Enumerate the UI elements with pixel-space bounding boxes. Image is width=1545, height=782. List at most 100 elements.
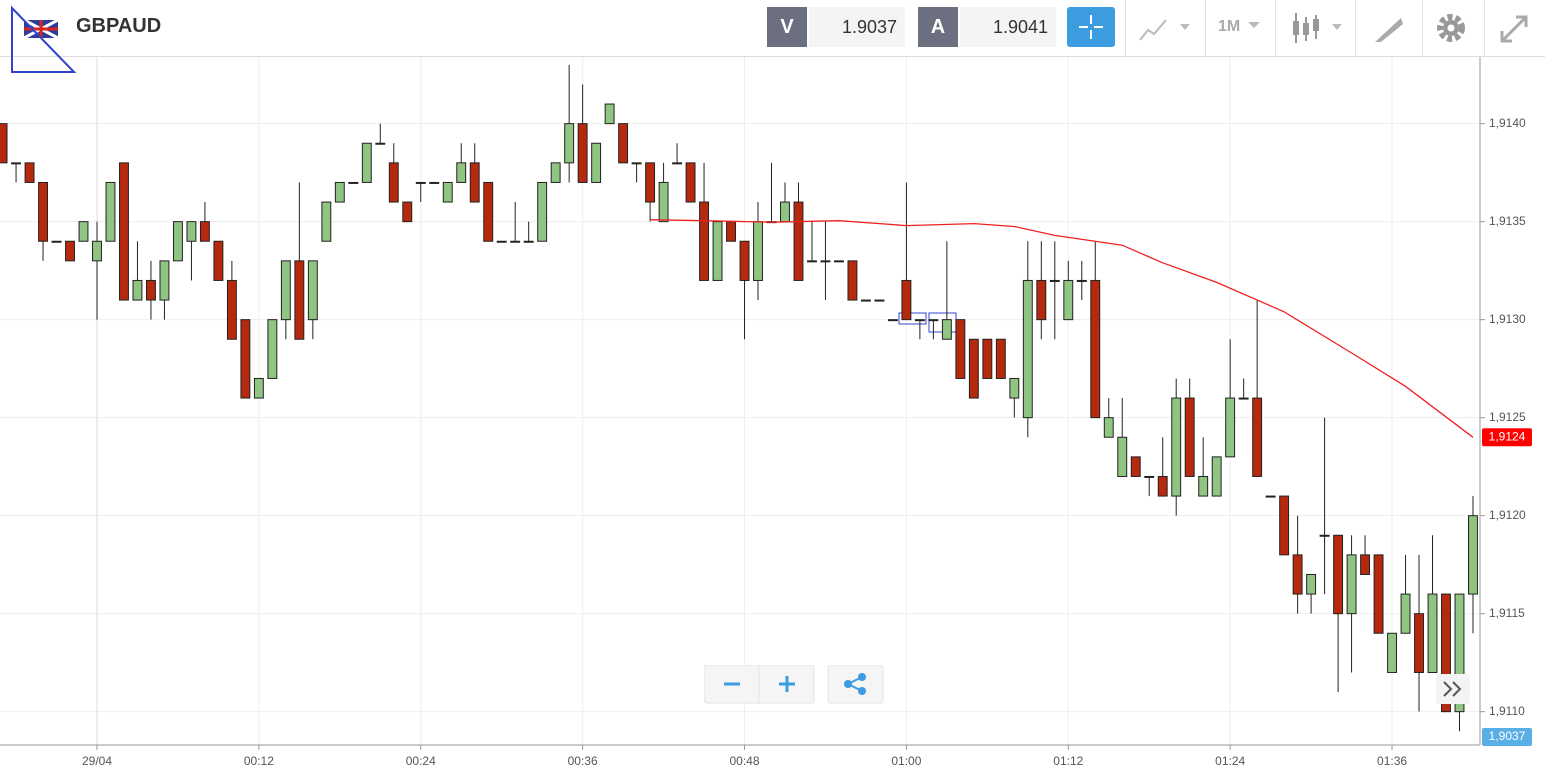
candle-body — [847, 260, 858, 301]
candle-body — [483, 181, 494, 242]
candle-body — [159, 260, 170, 301]
candle-body — [11, 162, 22, 165]
candle-body — [240, 319, 251, 399]
candle-body — [726, 221, 736, 242]
candle-body — [51, 240, 62, 243]
bid-tag[interactable]: V — [767, 7, 807, 47]
bid-price: 1.9037 — [809, 7, 905, 47]
ask-tag[interactable]: A — [918, 7, 958, 47]
candle-body — [186, 221, 197, 242]
candle-body — [887, 319, 898, 322]
candle-body — [1103, 417, 1114, 438]
fullscreen-button[interactable] — [1498, 13, 1530, 45]
candle-body — [1198, 475, 1209, 497]
candle-body — [699, 201, 710, 281]
candle-body — [307, 260, 318, 321]
candle-body — [928, 319, 939, 322]
candle-body — [631, 162, 642, 165]
crosshair-button[interactable] — [1067, 7, 1115, 47]
candle-body — [348, 181, 359, 184]
candle-body — [577, 123, 588, 183]
candle-body — [429, 181, 440, 184]
candle-body — [442, 181, 453, 203]
candle-body — [1130, 456, 1141, 477]
candle-body — [820, 260, 831, 263]
candle-body — [1292, 554, 1303, 595]
candle-body — [1373, 554, 1384, 634]
candle-body — [280, 260, 291, 321]
candle-body — [1144, 475, 1155, 478]
candle-body — [1009, 377, 1020, 399]
last-value-tag — [1482, 428, 1532, 447]
candle-body — [496, 240, 507, 243]
y-tick-label: 1,9130 — [1489, 312, 1526, 326]
candle-body — [1211, 456, 1222, 497]
candle-body — [1279, 495, 1290, 556]
candle-body — [253, 377, 264, 399]
x-tick-label: 29/04 — [82, 754, 112, 768]
candle-button[interactable] — [1290, 11, 1350, 47]
moving-average — [650, 219, 1474, 438]
candle-body — [415, 181, 426, 184]
candle-body — [901, 279, 912, 321]
candle-body — [226, 279, 237, 340]
candle-body — [753, 221, 763, 281]
x-tick-label: 00:48 — [730, 754, 760, 768]
candle-body — [833, 260, 844, 263]
candle-body — [132, 279, 143, 301]
candle-body — [1117, 436, 1128, 477]
flag-icon — [11, 5, 77, 73]
chart-type-button[interactable] — [1138, 14, 1198, 44]
candle-body — [1184, 397, 1195, 477]
candle-body — [1319, 534, 1330, 537]
candle-body — [941, 319, 952, 340]
candle-body — [550, 162, 561, 183]
candle-body — [914, 319, 925, 322]
candle-body — [119, 162, 129, 301]
candle-body — [1400, 593, 1411, 634]
candle-body — [1360, 554, 1371, 575]
x-tick-label: 00:36 — [568, 754, 598, 768]
zoom-in[interactable] — [779, 676, 795, 692]
zoom-controls — [704, 665, 884, 704]
candle-body — [1427, 593, 1438, 673]
candle-body — [618, 123, 629, 164]
share-button[interactable] — [827, 665, 884, 704]
x-tick-label: 01:12 — [1053, 754, 1083, 768]
candle-body — [1090, 279, 1101, 419]
candle-body — [658, 181, 669, 223]
divider — [1422, 0, 1423, 56]
candle-body — [1306, 573, 1317, 595]
candle-body — [1252, 397, 1263, 477]
scroll-end-button[interactable] — [1436, 674, 1470, 704]
settings-button[interactable] — [1436, 13, 1468, 45]
divider — [1125, 0, 1126, 56]
x-tick-label: 01:36 — [1377, 754, 1407, 768]
candle-body — [24, 162, 35, 183]
candle-body — [469, 162, 480, 203]
candle-body — [1076, 279, 1087, 282]
candle-body — [1171, 397, 1182, 497]
candle-body — [1468, 515, 1478, 595]
candle-body — [294, 260, 305, 340]
candle-body — [1414, 613, 1424, 673]
x-tick-label: 00:12 — [244, 754, 274, 768]
candle-body — [780, 201, 790, 223]
candle-body — [213, 240, 224, 281]
draw-button[interactable] — [1373, 14, 1405, 44]
candle-body — [146, 279, 156, 301]
candle-body — [995, 338, 1006, 379]
candle-body — [739, 240, 750, 281]
symbol: GBPAUD — [76, 15, 162, 37]
period-button[interactable]: 1M — [1218, 18, 1241, 35]
x-tick-label: 00:24 — [406, 754, 436, 768]
candle-body — [38, 181, 48, 242]
bid-tag — [1482, 728, 1532, 746]
divider — [1205, 0, 1206, 56]
candle-body — [321, 201, 332, 242]
candle-body — [361, 142, 372, 183]
candle-body — [456, 162, 467, 183]
candle-body — [0, 123, 8, 164]
candle-body — [591, 142, 602, 183]
